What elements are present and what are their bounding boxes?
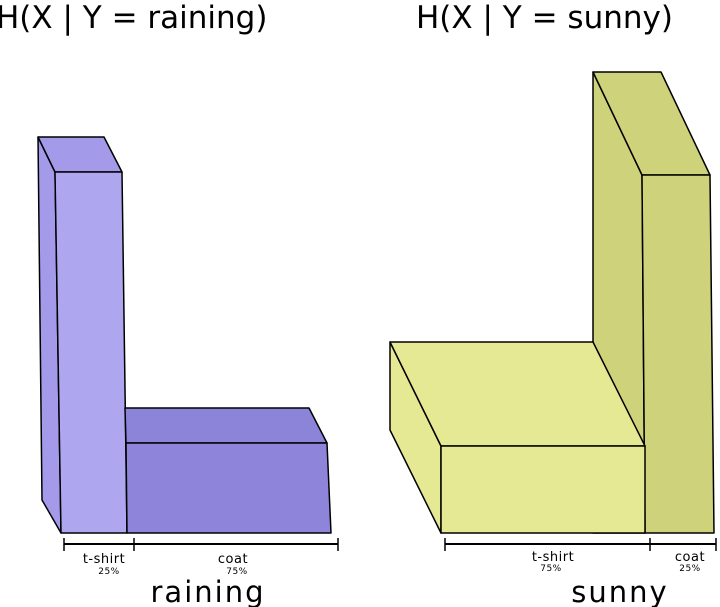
sunny-tshirt-label: t-shirt [532,550,574,565]
heading-raining: H(X | Y = raining) [0,0,267,36]
raining-condition-label: raining [151,575,266,607]
raining-coat-front [125,442,332,534]
sunny-tshirt-front [440,445,646,534]
sunny-condition-label: sunny [571,575,668,607]
sunny-coat-label: coat [675,550,705,565]
sunny-coat-percent: 25% [679,564,701,574]
heading-sunny: H(X | Y = sunny) [416,0,673,36]
raining-axis [63,538,339,551]
sunny-blocks [389,71,715,534]
sunny-axis [444,538,717,551]
sunny-coat-front [641,174,715,534]
raining-coat-top [124,407,328,444]
raining-blocks [37,136,332,534]
raining-tshirt-label: t-shirt [83,552,125,567]
raining-tshirt-front [54,171,128,534]
sunny-tshirt-percent: 75% [540,564,562,574]
raining-coat-label: coat [218,552,248,567]
raining-tshirt-percent: 25% [98,567,120,577]
raining-coat-percent: 75% [226,567,248,577]
